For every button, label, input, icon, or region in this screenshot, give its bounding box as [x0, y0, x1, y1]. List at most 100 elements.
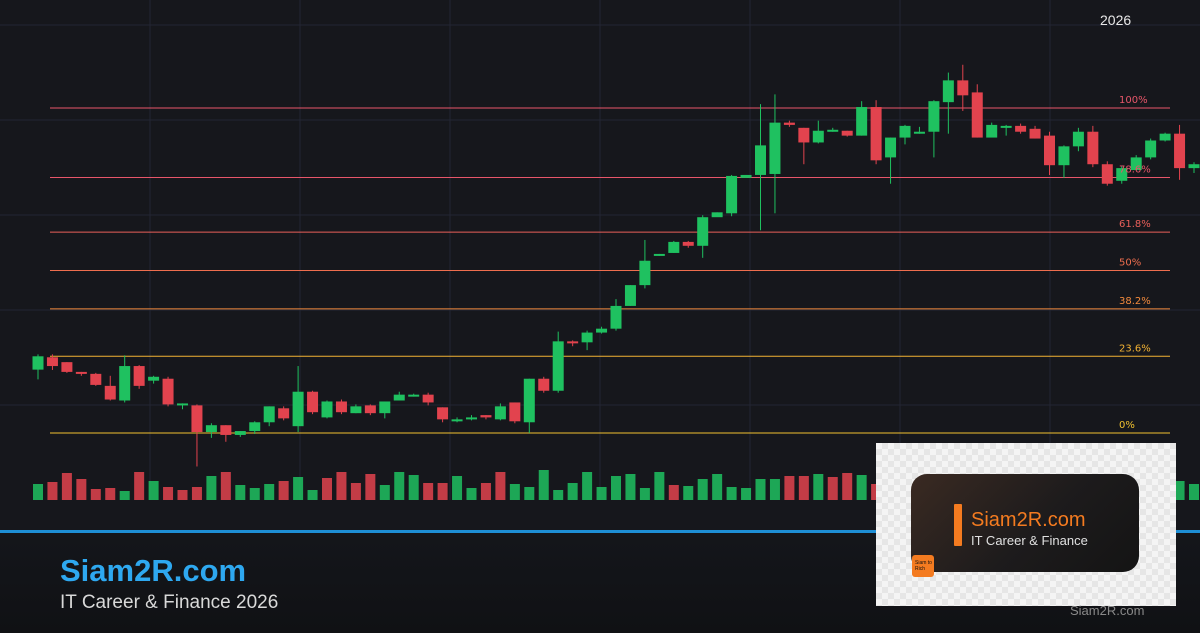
candle-body [234, 431, 246, 435]
candle [798, 127, 810, 165]
candle [812, 120, 824, 144]
candle-body [682, 241, 694, 246]
candle-body [278, 408, 290, 419]
candle [292, 366, 304, 433]
candle [335, 399, 347, 415]
fib-label-5: 23.6% [1119, 343, 1151, 354]
brand-title[interactable]: Siam2R.com [60, 553, 247, 588]
volume-bar [596, 487, 607, 500]
candle [755, 104, 766, 231]
candle-body [841, 130, 853, 136]
candle-body [249, 422, 261, 432]
candle-body [104, 385, 116, 400]
candle [1101, 161, 1113, 186]
candle [32, 354, 44, 380]
candle [552, 331, 564, 393]
volume-bar [408, 475, 419, 500]
volume-bar [798, 476, 809, 500]
candle [451, 417, 463, 423]
candle-body [350, 406, 362, 414]
candle-body [798, 127, 810, 143]
volume-bar [235, 485, 246, 500]
candle-body [899, 125, 911, 138]
chart-grid [0, 0, 1200, 500]
candle [1015, 123, 1027, 134]
candle-body [1101, 164, 1113, 184]
candle-body [668, 241, 680, 253]
volume-bar [394, 472, 405, 500]
volume-bar [61, 473, 72, 500]
volume-bar [1189, 484, 1199, 500]
candle-body [205, 425, 217, 433]
volume-bar [177, 490, 188, 500]
volume-bar [842, 473, 853, 500]
candle-body [393, 394, 405, 401]
candle-body [624, 285, 636, 306]
candle-body [466, 417, 477, 420]
fib-label-3: 50% [1119, 258, 1141, 269]
x-axis-year-label: 2026 [1100, 12, 1132, 28]
candle [1174, 124, 1186, 180]
volume-bar [741, 488, 752, 500]
candle-body [220, 425, 232, 435]
candle-body [335, 401, 347, 413]
candle-body [162, 378, 174, 405]
candle [46, 354, 58, 370]
candle [307, 390, 319, 415]
volume-bar [582, 472, 593, 500]
volume-bar [668, 485, 679, 500]
candle-body [885, 137, 897, 158]
candle [942, 72, 954, 134]
candle-body [480, 415, 492, 418]
candle [538, 376, 550, 393]
candle [437, 407, 449, 423]
candle-body [379, 401, 391, 414]
candle-body [523, 378, 535, 423]
candle [466, 415, 477, 421]
fib-label-0: 100% [1119, 95, 1148, 106]
candle-body [769, 122, 781, 174]
candle-body [856, 107, 868, 136]
candle [928, 100, 940, 158]
candle [1130, 155, 1142, 171]
candle [1072, 127, 1084, 152]
candle-body [913, 131, 925, 134]
candle-body [61, 362, 73, 372]
candle [870, 100, 882, 165]
candle-body [552, 341, 564, 391]
volume-bar [769, 479, 780, 500]
candle [278, 406, 290, 421]
candle [177, 403, 188, 410]
candle [697, 215, 709, 258]
candle [1159, 132, 1171, 142]
candle-body [538, 378, 550, 391]
candle-body [755, 145, 766, 175]
volume-bar [856, 475, 867, 500]
candle-body [75, 371, 87, 374]
candle-body [90, 373, 102, 385]
candle [220, 425, 232, 442]
volume-bar [567, 483, 578, 500]
candle [841, 130, 853, 137]
volume-bar [336, 472, 347, 500]
volume-bar [1174, 481, 1185, 500]
candle [104, 375, 116, 401]
volume-bar [611, 476, 621, 500]
candle-body [1174, 133, 1186, 169]
volume-bar [726, 487, 737, 500]
volume-bar [148, 481, 159, 500]
candle [856, 101, 868, 136]
candle-body [986, 124, 998, 138]
volume-bar [264, 484, 275, 500]
volume-bar [784, 476, 795, 500]
volume-bar [350, 483, 361, 500]
candle-body [177, 403, 188, 406]
volume-bar [90, 489, 101, 500]
candle [913, 126, 925, 134]
candle [899, 124, 911, 145]
candle-body [1145, 140, 1157, 158]
logo-title: Siam2R.com [971, 509, 1086, 531]
candle [668, 240, 680, 253]
volume-bar [322, 478, 332, 500]
candle-body [610, 305, 622, 329]
